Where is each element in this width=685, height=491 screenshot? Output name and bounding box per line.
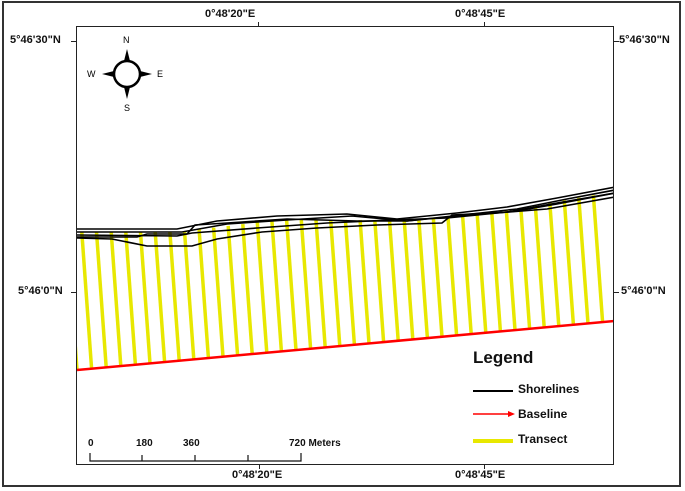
transect-line: [109, 231, 123, 367]
legend-baseline-label: Baseline: [518, 407, 568, 421]
legend-transect-label: Transect: [518, 432, 568, 446]
transect-line: [417, 218, 430, 339]
scale-label-0: 0: [88, 438, 94, 449]
legend-title: Legend: [473, 348, 534, 367]
transect-line: [562, 200, 576, 325]
transect-line: [138, 231, 152, 364]
graticule-top-label-1: 0°48'20"E: [205, 8, 256, 20]
transect-line: [591, 195, 605, 323]
transect-line: [153, 231, 167, 363]
transect-line: [460, 214, 473, 335]
transect-line: [387, 219, 400, 341]
transect-line: [475, 212, 488, 333]
graticule-tick: [71, 41, 76, 42]
transect-line: [80, 231, 94, 369]
transect-line: [358, 219, 371, 344]
transect-line: [168, 231, 181, 361]
transect-line: [197, 229, 211, 359]
compass-south-label: S: [124, 103, 131, 113]
transect-line: [255, 222, 269, 353]
scale-label-180: 180: [136, 438, 153, 449]
transect-line: [373, 219, 386, 343]
transect-line: [519, 207, 532, 329]
graticule-tick: [71, 292, 76, 293]
graticule-tick: [258, 22, 259, 27]
compass-west-label: W: [87, 69, 96, 79]
transect-line: [270, 220, 284, 352]
graticule-left-label-2: 5°46'0"N: [18, 285, 63, 297]
scale-bar-graphic: [89, 453, 302, 462]
transect-line: [577, 197, 590, 324]
compass-east-label: E: [157, 69, 164, 79]
transect-line: [548, 202, 561, 327]
graticule-tick: [614, 41, 619, 42]
transect-line: [431, 217, 444, 337]
transect-line: [314, 219, 327, 348]
shorelines-layer: [77, 186, 613, 247]
map-frame: N S E W Legend Shorelines Baseline Trans…: [76, 26, 614, 465]
transect-line: [226, 225, 240, 356]
graticule-top-label-2: 0°48'45"E: [455, 8, 506, 20]
transect-line: [94, 231, 108, 368]
transect-line: [299, 219, 313, 349]
graticule-right-label-2: 5°46'0"N: [621, 285, 666, 297]
transect-line: [489, 211, 503, 332]
transect-line: [504, 209, 517, 331]
legend-shorelines-label: Shorelines: [518, 382, 580, 396]
legend-shoreline-symbol: [473, 390, 513, 392]
graticule-right-label-1: 5°46'30"N: [619, 34, 670, 46]
transect-line: [284, 219, 298, 351]
legend-transect-symbol: [473, 439, 513, 443]
north-arrow: N S E W: [87, 35, 167, 115]
transect-line: [211, 227, 225, 357]
graticule-tick: [259, 464, 260, 469]
compass-icon: [102, 49, 152, 99]
transect-line: [446, 215, 459, 336]
transect-line: [402, 219, 415, 340]
transect-line: [328, 219, 342, 347]
graticule-left-label-1: 5°46'30"N: [10, 34, 61, 46]
transect-line: [124, 231, 138, 365]
baseline: [77, 319, 613, 372]
graticule-tick: [614, 292, 619, 293]
scale-label-720: 720 Meters: [289, 438, 341, 449]
compass-north-label: N: [123, 35, 130, 45]
scale-label-360: 360: [183, 438, 200, 449]
graticule-bottom-label-2: 0°48'45"E: [455, 469, 506, 481]
graticule-tick: [484, 22, 485, 27]
graticule-bottom-label-1: 0°48'20"E: [232, 469, 283, 481]
transect-line: [182, 230, 196, 360]
transects-layer: [77, 195, 605, 370]
transect-line: [241, 223, 254, 355]
map-canvas: [77, 186, 613, 372]
transect-line: [533, 205, 546, 328]
transect-line: [343, 219, 357, 345]
graticule-tick: [484, 464, 485, 469]
legend-baseline-arrow-icon: [473, 411, 515, 417]
